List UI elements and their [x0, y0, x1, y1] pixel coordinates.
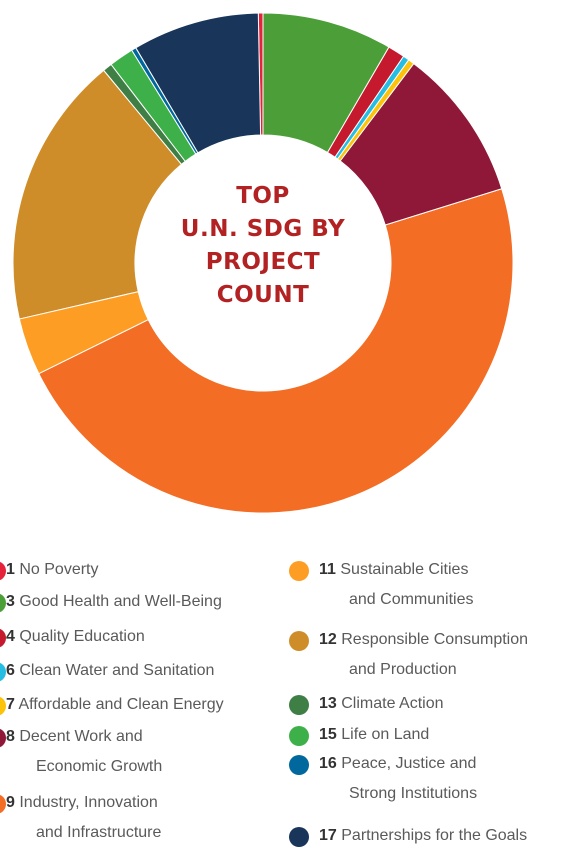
legend-swatch-goal-17 [289, 827, 309, 847]
legend-goal-number: 7 [6, 696, 15, 713]
legend-goal-number: 6 [6, 662, 15, 679]
slice-goal-9 [38, 188, 514, 514]
chart-title-line: PROJECT [205, 249, 321, 275]
legend-goal-label: No Poverty [14, 561, 99, 578]
legend-goal-label: Decent Work and [14, 728, 143, 745]
legend-goal-number: 9 [6, 794, 15, 811]
legend-item-goal-7: 7 Affordable and Clean Energy [6, 693, 224, 717]
legend-goal-label-continued: and Production [349, 661, 457, 678]
legend-swatch-goal-11 [289, 561, 309, 581]
legend-goal-label-continued: Strong Institutions [349, 785, 478, 802]
legend-swatch-goal-7 [0, 696, 6, 716]
legend-swatch-goal-4 [0, 628, 6, 648]
legend-goal-label-continued: and Infrastructure [36, 824, 162, 841]
legend-goal-label: Climate Action [336, 695, 444, 712]
donut-chart [12, 12, 514, 514]
legend-item-goal-8: 8 Decent Work and Economic Growth [6, 725, 162, 779]
slice-goal-12 [12, 69, 183, 320]
legend-goal-number: 16 [319, 755, 337, 772]
chart-legend: 1 No Poverty 3 Good Health and Well-Being… [0, 558, 574, 848]
legend-goal-label: Quality Education [14, 628, 145, 645]
legend-swatch-goal-9 [0, 794, 6, 814]
legend-goal-number: 1 [6, 561, 15, 578]
legend-swatch-goal-16 [289, 755, 309, 775]
legend-goal-number: 4 [6, 628, 15, 645]
legend-goal-label-continued: and Communities [349, 591, 474, 608]
legend-goal-number: 11 [319, 561, 336, 578]
chart-title-line: U.N. SDG BY [180, 216, 346, 242]
legend-goal-label: Affordable and Clean Energy [14, 696, 224, 713]
legend-item-goal-1: 1 No Poverty [6, 558, 99, 582]
legend-swatch-goal-8 [0, 728, 6, 748]
legend-goal-number: 3 [6, 593, 15, 610]
legend-swatch-goal-13 [289, 695, 309, 715]
chart-title: TOP U.N. SDG BY PROJECT COUNT [138, 180, 388, 312]
legend-goal-label: Partnerships for the Goals [336, 827, 528, 844]
legend-goal-label-continued: Economic Growth [36, 758, 163, 775]
legend-swatch-goal-6 [0, 662, 6, 682]
legend-swatch-goal-3 [0, 593, 6, 613]
legend-goal-number: 12 [319, 631, 337, 648]
legend-goal-number: 13 [319, 695, 337, 712]
legend-swatch-goal-12 [289, 631, 309, 651]
legend-goal-number: 8 [6, 728, 15, 745]
legend-item-goal-15: 15 Life on Land [319, 723, 429, 747]
legend-item-goal-3: 3 Good Health and Well-Being [6, 590, 222, 614]
legend-goal-label: Industry, Innovation [14, 794, 158, 811]
legend-goal-label: Responsible Consumption [336, 631, 529, 648]
legend-goal-number: 17 [319, 827, 337, 844]
legend-goal-number: 15 [319, 726, 337, 743]
legend-goal-label: Good Health and Well-Being [14, 593, 222, 610]
legend-item-goal-4: 4 Quality Education [6, 625, 145, 649]
chart-title-line: COUNT [216, 282, 310, 308]
chart-title-line: TOP [236, 183, 290, 209]
legend-item-goal-12: 12 Responsible Consumption and Production [319, 628, 528, 682]
legend-swatch-goal-1 [0, 561, 6, 581]
legend-item-goal-13: 13 Climate Action [319, 692, 444, 716]
legend-item-goal-11: 11 Sustainable Cities and Communities [319, 558, 474, 612]
legend-goal-label: Life on Land [336, 726, 430, 743]
legend-goal-label: Peace, Justice and [336, 755, 477, 772]
legend-goal-label: Sustainable Cities [335, 561, 469, 578]
legend-item-goal-17: 17 Partnerships for the Goals [319, 824, 527, 848]
legend-item-goal-16: 16 Peace, Justice and Strong Institutions [319, 752, 477, 806]
legend-goal-label: Clean Water and Sanitation [14, 662, 215, 679]
legend-swatch-goal-15 [289, 726, 309, 746]
legend-item-goal-9: 9 Industry, Innovation and Infrastructure [6, 791, 161, 845]
legend-item-goal-6: 6 Clean Water and Sanitation [6, 659, 214, 683]
slice-goal-3 [262, 12, 390, 154]
